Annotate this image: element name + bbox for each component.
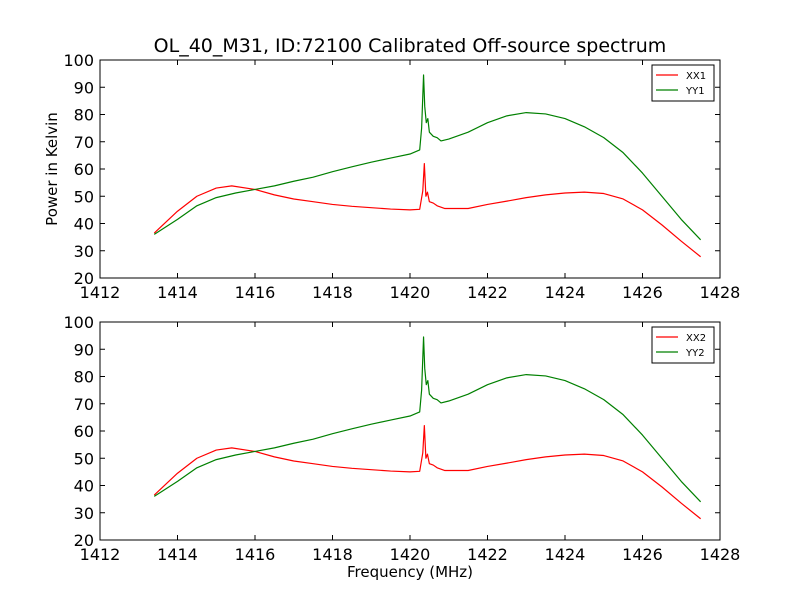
y-tick-label: 70 <box>74 395 94 414</box>
y-tick-label: 40 <box>74 215 94 234</box>
x-tick-label: 1422 <box>467 545 508 564</box>
x-tick-label: 1424 <box>545 545 586 564</box>
plot-frame <box>99 321 721 541</box>
legend-label-xx1: XX1 <box>686 71 706 82</box>
series-line-xx2 <box>153 424 702 520</box>
y-tick-label: 100 <box>63 313 94 332</box>
x-axis-label: Frequency (MHz) <box>347 563 473 581</box>
x-tick-label: 1412 <box>80 545 121 564</box>
series-line-yy2 <box>153 336 702 503</box>
series-line-yy1 <box>153 74 702 241</box>
x-tick-label: 1416 <box>235 283 276 302</box>
x-tick-label: 1426 <box>622 545 663 564</box>
plot-frame <box>99 59 721 279</box>
legend-box <box>651 326 715 364</box>
x-tick-label: 1428 <box>700 283 741 302</box>
y-tick-label: 20 <box>74 269 94 288</box>
x-tick-label: 1414 <box>157 283 198 302</box>
x-tick-label: 1428 <box>700 545 741 564</box>
panel-1: 1412 1414 1416 1418 1420 1422 1424 1426 1428 20 30… <box>43 51 740 302</box>
y-tick-label: 30 <box>74 242 94 261</box>
chart-title: OL_40_M31, ID:72100 Calibrated Off-sourc… <box>154 35 667 57</box>
x-tick-label: 1412 <box>80 283 121 302</box>
y-tick-label: 60 <box>74 422 94 441</box>
y-tick-label: 80 <box>74 368 94 387</box>
x-tick-label: 1420 <box>390 283 431 302</box>
x-tick-label: 1416 <box>235 545 276 564</box>
panel-2: 1412 1414 1416 1418 1420 1422 1424 1426 1428 20 30… <box>63 313 740 581</box>
x-tick-label: 1414 <box>157 545 198 564</box>
y-tick-label: 90 <box>74 78 94 97</box>
legend-label-yy2: YY2 <box>685 348 705 359</box>
y-tick-label: 60 <box>74 160 94 179</box>
y-tick-label: 80 <box>74 106 94 125</box>
y-tick-label: 90 <box>74 340 94 359</box>
y-tick-label: 40 <box>74 477 94 496</box>
legend-label-xx2: XX2 <box>686 333 706 344</box>
y-tick-label: 50 <box>74 187 94 206</box>
y-tick-label: 70 <box>74 133 94 152</box>
legend-label-yy1: YY1 <box>685 86 705 97</box>
y-tick-label: 20 <box>74 531 94 550</box>
x-tick-label: 1424 <box>545 283 586 302</box>
y-tick-label: 50 <box>74 449 94 468</box>
x-tick-label: 1418 <box>312 545 353 564</box>
x-tick-label: 1420 <box>390 545 431 564</box>
series-line-xx1 <box>153 162 702 258</box>
legend-box <box>651 64 715 102</box>
x-tick-label: 1418 <box>312 283 353 302</box>
y-axis-label: Power in Kelvin <box>43 112 61 226</box>
x-tick-label: 1422 <box>467 283 508 302</box>
y-tick-label: 30 <box>74 504 94 523</box>
x-tick-label: 1426 <box>622 283 663 302</box>
y-tick-label: 100 <box>63 51 94 70</box>
